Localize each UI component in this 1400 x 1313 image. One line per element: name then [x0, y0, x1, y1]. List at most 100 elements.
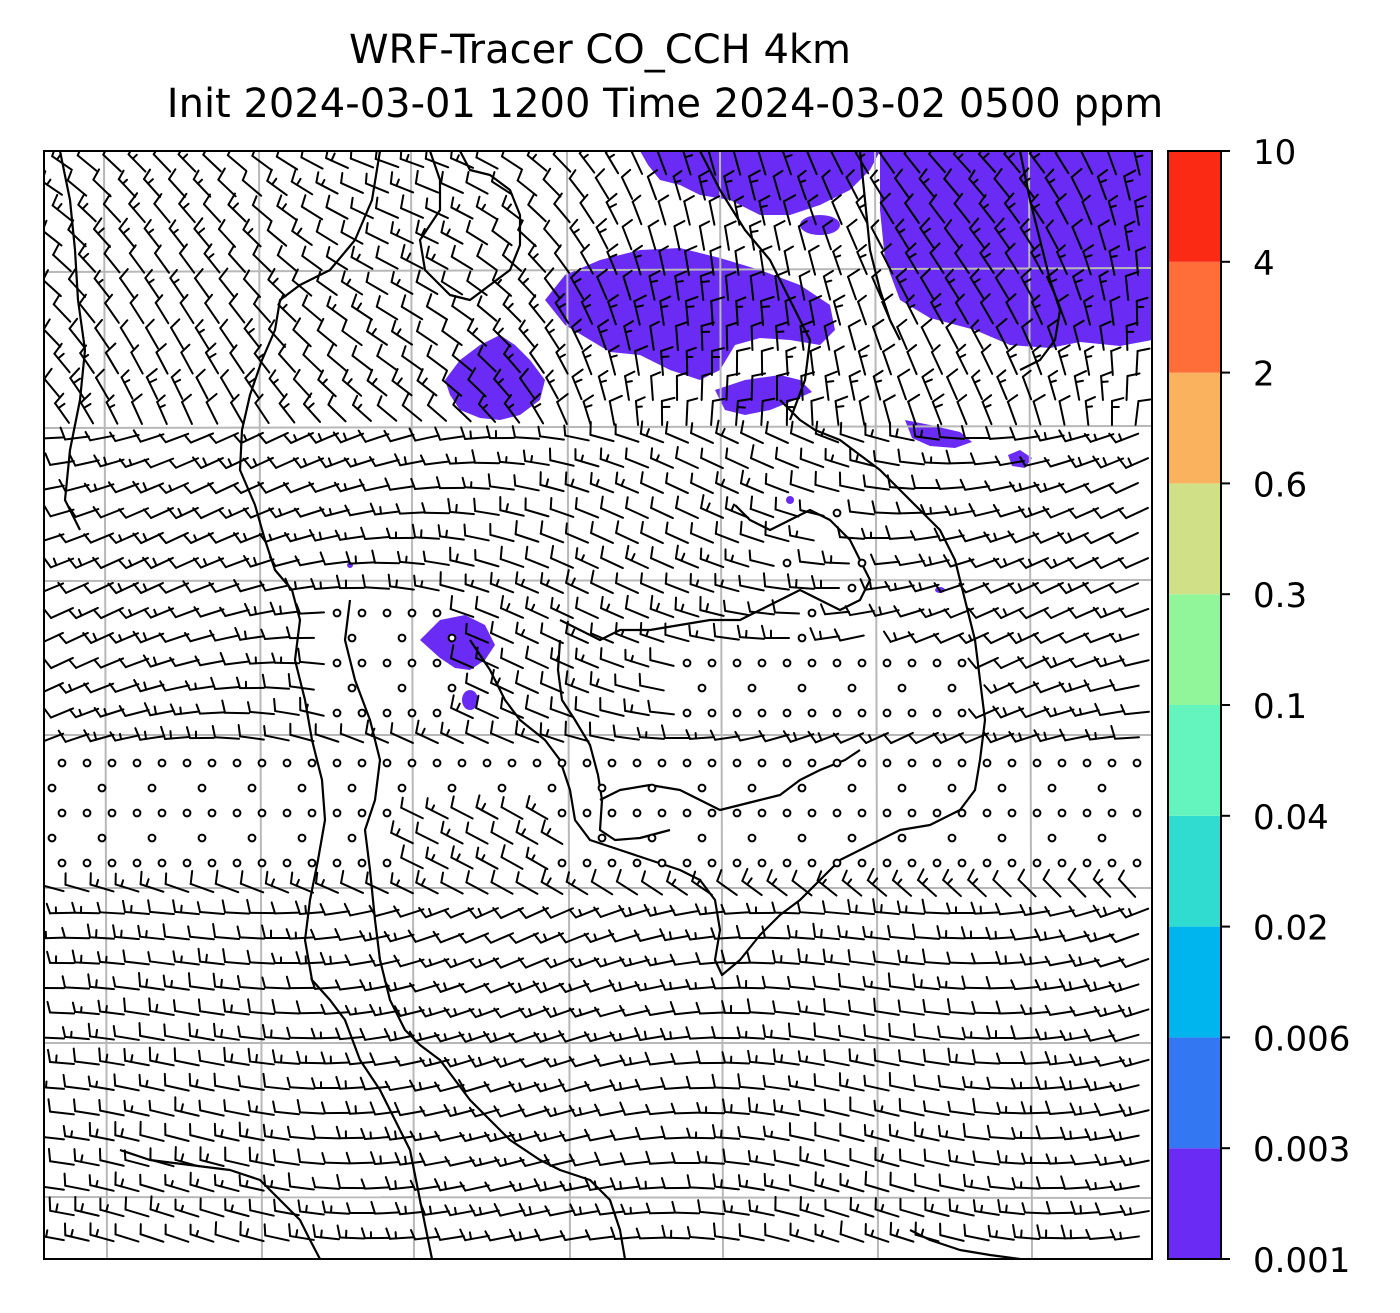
wind-barb-calm: [782, 558, 792, 568]
wind-barb: [931, 393, 945, 426]
wind-barb: [1057, 344, 1071, 376]
wind-barb: [286, 1125, 315, 1141]
wind-barb-calm: [707, 708, 717, 718]
wind-barb: [985, 926, 1015, 940]
wind-barb: [336, 1173, 365, 1190]
wind-barb: [301, 294, 323, 322]
wind-barb: [262, 1123, 290, 1141]
wind-barb: [439, 571, 465, 593]
wind-barb: [760, 346, 774, 376]
wind-barb: [458, 1079, 490, 1093]
wind-barb: [501, 243, 523, 272]
wind-barb-calm: [1007, 758, 1017, 768]
wind-barb: [814, 1171, 840, 1193]
wind-barb: [500, 151, 524, 171]
wind-barb: [685, 346, 697, 376]
wind-barb: [969, 452, 1000, 466]
wind-barb: [696, 1150, 725, 1165]
wind-barb: [187, 925, 215, 941]
wind-barb: [607, 344, 620, 376]
wind-barb: [383, 979, 415, 992]
wind-barb: [725, 321, 738, 351]
wind-barb: [558, 982, 590, 993]
wind-barb: [418, 1152, 450, 1167]
wind-barb-calm: [882, 758, 892, 768]
wind-barb: [415, 719, 439, 745]
wind-barb: [1035, 1076, 1065, 1090]
wind-barb: [568, 1056, 600, 1068]
wind-barb: [773, 1149, 800, 1167]
wind-barb: [238, 1174, 265, 1192]
wind-barb-calm: [82, 858, 92, 868]
wind-barb: [908, 580, 940, 593]
wind-barb: [947, 1100, 975, 1116]
wind-barb: [359, 930, 390, 942]
wind-barb: [685, 729, 715, 740]
wind-barb: [995, 1052, 1025, 1065]
wind-barb: [247, 998, 275, 1016]
wind-barb: [619, 956, 650, 968]
wind-barb: [695, 1050, 725, 1065]
wind-barb-calm: [932, 758, 942, 768]
wind-barb: [698, 220, 711, 251]
wind-barb: [685, 1026, 715, 1040]
wind-barb: [1006, 394, 1019, 426]
wind-barb-calm: [782, 658, 792, 668]
wind-barb: [334, 529, 365, 541]
wind-barb-calm: [857, 658, 867, 668]
wind-barb: [684, 245, 698, 276]
wind-barb: [434, 1178, 465, 1192]
wind-barb: [735, 296, 747, 326]
wind-barb: [1003, 192, 1021, 224]
wind-barb: [684, 929, 715, 941]
wind-barb: [593, 906, 625, 918]
wind-barb: [251, 195, 273, 222]
wind-barb-calm: [882, 808, 892, 818]
wind-barb: [665, 521, 689, 544]
wind-barb: [449, 595, 475, 618]
wind-barb: [1135, 347, 1151, 376]
wind-barb: [527, 193, 547, 223]
wind-barb: [674, 270, 687, 301]
wind-barb: [46, 950, 75, 965]
wind-barb: [341, 319, 363, 347]
wind-barb: [645, 1202, 675, 1215]
wind-barb: [1117, 869, 1137, 898]
wind-barb: [961, 1076, 990, 1091]
wind-barb: [749, 495, 775, 519]
longitude-gridline: [103, 151, 108, 1259]
wind-barb: [897, 999, 925, 1016]
wind-barb: [549, 696, 575, 719]
wind-barb-calm: [407, 758, 417, 768]
wind-barb: [657, 194, 670, 226]
wind-barb: [224, 1198, 250, 1218]
wind-barb: [316, 317, 338, 347]
wind-barb-calm: [657, 858, 667, 868]
wind-barb-calm: [1007, 808, 1017, 818]
colorbar-segment: [1168, 1037, 1221, 1149]
wind-barb: [759, 245, 773, 276]
wind-barb: [1070, 1154, 1100, 1166]
wind-barb: [261, 673, 290, 690]
wind-barb: [690, 472, 714, 495]
wind-barb-calm: [307, 858, 317, 868]
wind-barb: [837, 1024, 865, 1042]
wind-barb: [51, 193, 73, 222]
wind-barb: [539, 520, 565, 544]
wind-barb: [375, 245, 399, 270]
wind-barb: [1019, 904, 1050, 916]
wind-barb-calm: [1032, 758, 1042, 768]
wind-barb: [524, 545, 550, 569]
wind-barb: [614, 471, 640, 494]
wind-barb: [862, 925, 890, 941]
wind-barb: [1108, 482, 1139, 494]
wind-barb: [597, 369, 609, 401]
wind-barb: [895, 268, 909, 300]
wind-barb: [435, 476, 465, 490]
wind-barb: [972, 1150, 1000, 1166]
wind-barb: [568, 957, 600, 969]
wind-barb: [1010, 1025, 1040, 1040]
wind-barb: [292, 317, 312, 348]
wind-barb: [292, 457, 325, 469]
wind-barb: [109, 731, 140, 742]
